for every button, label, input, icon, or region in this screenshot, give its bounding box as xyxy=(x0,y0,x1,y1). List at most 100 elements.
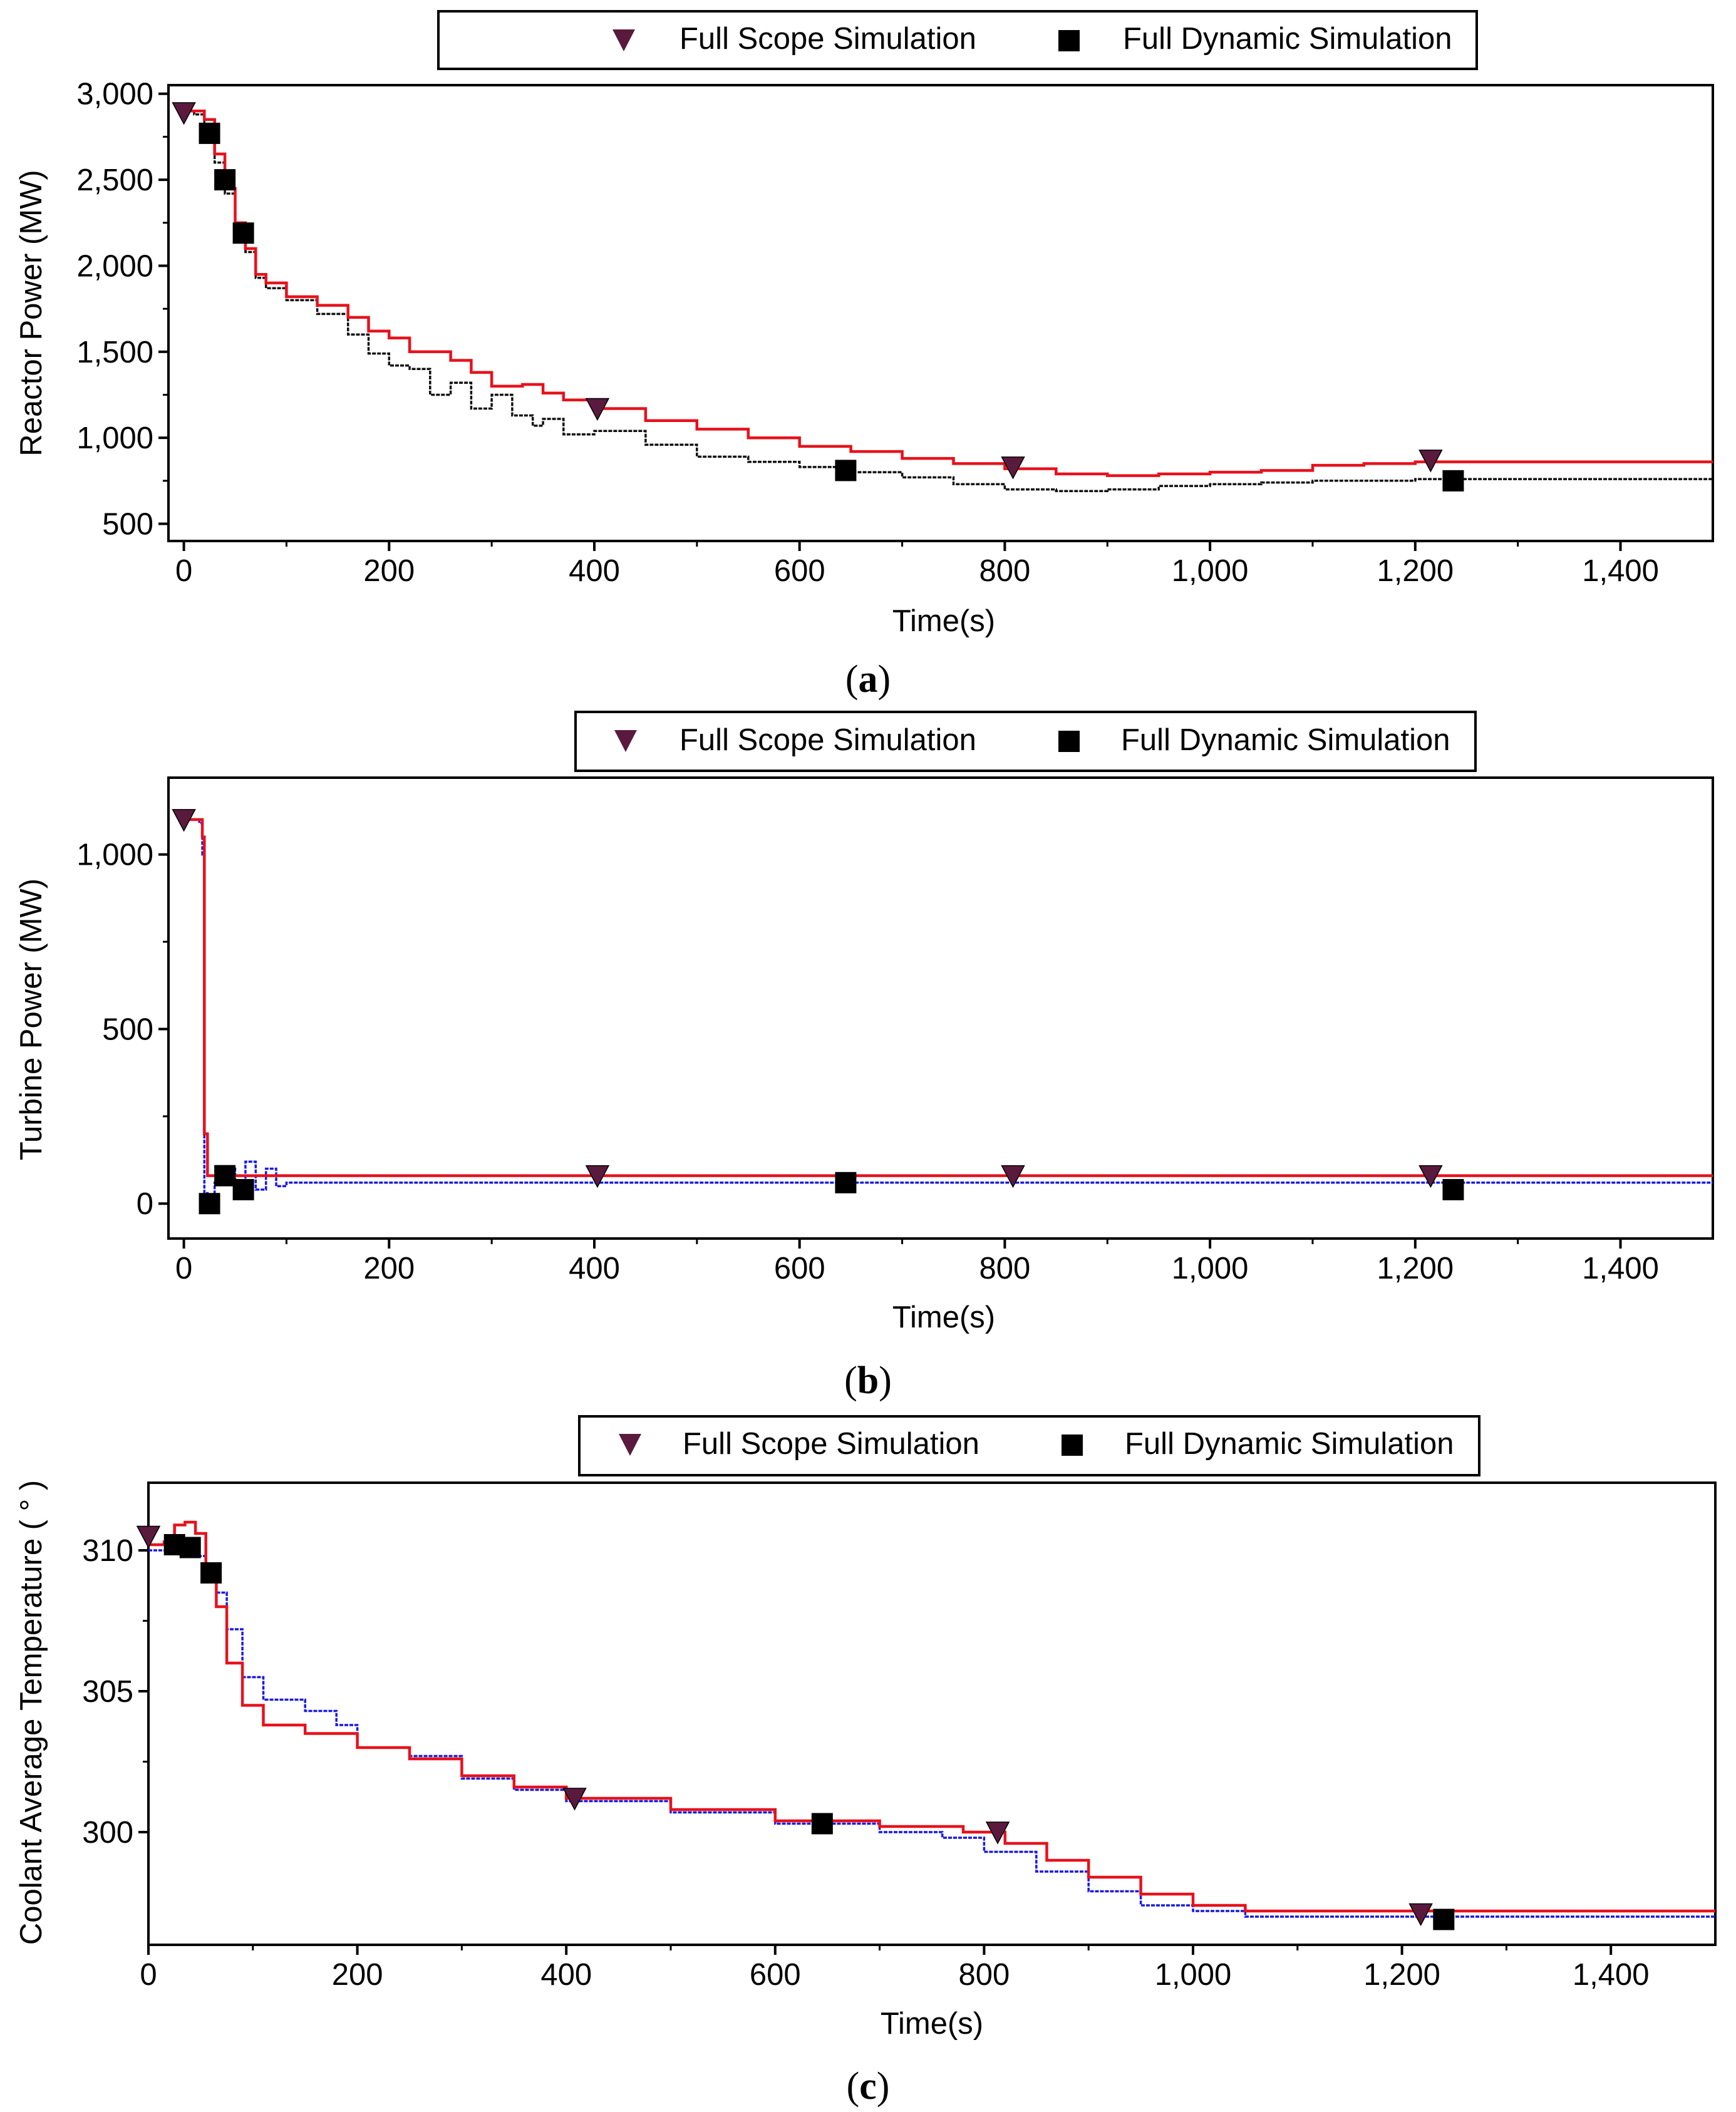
y-tick-label-1500: 1,500 xyxy=(76,336,153,369)
full-dynamic-marker xyxy=(835,1172,857,1193)
full-scope-marker xyxy=(136,1525,161,1549)
y-tick-label-500: 500 xyxy=(102,1012,153,1046)
x-tick-label-600: 600 xyxy=(750,1958,801,1992)
full-scope-marker xyxy=(172,809,196,832)
panel-b: Full Scope Simulation Full Dynamic Simul… xyxy=(14,711,1714,1402)
series-line-full-scope-simulation xyxy=(183,109,1713,477)
y-tick-label-300: 300 xyxy=(82,1816,133,1850)
axes-ticks: 0 200 400 600 800 1,000 1,200 1,400 500 1,000 1,50… xyxy=(76,78,1658,588)
y-axis-label: Reactor Power (MW) xyxy=(14,170,48,456)
legend-triangle-marker xyxy=(614,730,637,752)
legend-label-full-dynamic: Full Dynamic Simulation xyxy=(1123,22,1452,56)
full-scope-marker xyxy=(1418,1165,1443,1188)
y-tick-label-0: 0 xyxy=(137,1187,153,1221)
series-lines xyxy=(183,818,1713,1203)
full-scope-marker xyxy=(1001,1165,1025,1188)
x-tick-label-0: 0 xyxy=(175,1252,192,1285)
legend-square-marker xyxy=(1062,1435,1083,1456)
full-scope-marker xyxy=(1408,1903,1433,1927)
full-dynamic-marker xyxy=(1433,1909,1455,1930)
panel-c: Full Scope Simulation Full Dynamic Simul… xyxy=(14,1415,1717,2108)
full-scope-marker xyxy=(562,1788,587,1811)
x-tick-label-0: 0 xyxy=(140,1958,157,1992)
x-tick-label-400: 400 xyxy=(569,554,620,588)
legend-square-marker xyxy=(1058,731,1080,752)
full-dynamic-marker xyxy=(179,1537,201,1558)
legend-triangle-marker xyxy=(619,1434,641,1456)
x-tick-label-1400: 1,400 xyxy=(1582,1252,1659,1285)
x-tick-label-200: 200 xyxy=(332,1958,383,1992)
full-scope-marker xyxy=(585,1165,610,1188)
y-tick-label-305: 305 xyxy=(82,1675,133,1709)
y-tick-label-2000: 2,000 xyxy=(76,249,153,283)
full-dynamic-marker xyxy=(214,1165,236,1187)
x-tick-label-600: 600 xyxy=(774,554,825,588)
x-tick-label-0: 0 xyxy=(175,554,192,588)
series-line-full-scope-simulation xyxy=(183,818,1713,1177)
y-axis-label: Turbine Power (MW) xyxy=(14,878,48,1160)
legend-square-marker xyxy=(1058,30,1080,51)
y-tick-label-1000: 1,000 xyxy=(76,421,153,455)
x-tick-label-1000: 1,000 xyxy=(1155,1958,1232,1992)
x-tick-label-1400: 1,400 xyxy=(1573,1958,1650,1992)
x-tick-label-1200: 1,200 xyxy=(1377,1252,1454,1285)
full-dynamic-marker xyxy=(200,1562,222,1584)
plot-frame xyxy=(147,1481,1717,1946)
full-dynamic-marker xyxy=(232,1178,254,1200)
full-dynamic-marker xyxy=(199,122,220,144)
panel-label-b: (b) xyxy=(844,1359,892,1402)
y-tick-label-2500: 2,500 xyxy=(76,163,153,197)
series-markers xyxy=(172,102,1464,492)
x-tick-label-400: 400 xyxy=(540,1958,592,1992)
series-markers xyxy=(136,1525,1455,1930)
axes-ticks: 0 200 400 600 800 1,000 1,200 1,400 0 500 1,000 xyxy=(76,838,1658,1285)
full-dynamic-marker xyxy=(1442,1178,1464,1200)
series-lines xyxy=(183,109,1713,493)
plot-frame xyxy=(167,84,1714,542)
legend-label-full-dynamic: Full Dynamic Simulation xyxy=(1121,723,1450,757)
legend-label-full-dynamic: Full Dynamic Simulation xyxy=(1125,1427,1454,1461)
full-dynamic-marker xyxy=(199,1193,220,1215)
x-tick-label-1000: 1,000 xyxy=(1172,554,1249,588)
series-line-full-dynamic-simulation xyxy=(183,110,1713,493)
axes-ticks: 0 200 400 600 800 1,000 1,200 1,400 300 305 310 xyxy=(82,1534,1649,1992)
y-tick-label-1000: 1,000 xyxy=(76,838,153,872)
legend-box xyxy=(574,711,1477,772)
y-tick-label-3000: 3,000 xyxy=(76,78,153,111)
x-tick-label-800: 800 xyxy=(959,1958,1010,1992)
plot-frame xyxy=(167,776,1714,1240)
y-tick-label-500: 500 xyxy=(102,508,153,542)
series-line-full-dynamic-simulation xyxy=(148,1549,1715,1918)
x-axis-label: Time(s) xyxy=(892,604,995,638)
panel-label-a: (a) xyxy=(845,658,891,701)
y-axis-label: Coolant Average Temperature ( ° ) xyxy=(14,1480,48,1945)
series-lines xyxy=(148,1520,1715,1918)
x-tick-label-800: 800 xyxy=(979,1252,1031,1285)
x-tick-label-1200: 1,200 xyxy=(1363,1958,1440,1992)
legend-box xyxy=(578,1415,1480,1476)
x-tick-label-1200: 1,200 xyxy=(1377,554,1454,588)
full-dynamic-marker xyxy=(811,1813,833,1835)
x-axis-label: Time(s) xyxy=(892,1301,995,1334)
panel-label-c: (c) xyxy=(847,2065,890,2108)
full-scope-marker xyxy=(1418,450,1443,473)
legend-label-full-scope: Full Scope Simulation xyxy=(683,1427,979,1461)
full-dynamic-marker xyxy=(1442,470,1464,492)
series-line-full-scope-simulation xyxy=(148,1520,1715,1913)
x-tick-label-800: 800 xyxy=(979,554,1031,588)
legend-label-full-scope: Full Scope Simulation xyxy=(679,723,976,757)
full-scope-marker xyxy=(985,1821,1010,1845)
x-tick-label-1400: 1,400 xyxy=(1582,554,1659,588)
legend-label-full-scope: Full Scope Simulation xyxy=(679,22,976,56)
panel-a: Full Scope Simulation Full Dynamic Simul… xyxy=(14,10,1714,701)
series-markers xyxy=(172,809,1464,1215)
x-tick-label-600: 600 xyxy=(774,1252,825,1285)
full-scope-marker xyxy=(172,102,196,125)
legend-triangle-marker xyxy=(612,29,635,51)
x-axis-label: Time(s) xyxy=(881,2007,983,2041)
x-tick-label-400: 400 xyxy=(569,1252,620,1285)
full-dynamic-marker xyxy=(214,169,236,191)
full-dynamic-marker xyxy=(835,460,857,482)
series-line-full-dynamic-simulation xyxy=(183,818,1713,1203)
